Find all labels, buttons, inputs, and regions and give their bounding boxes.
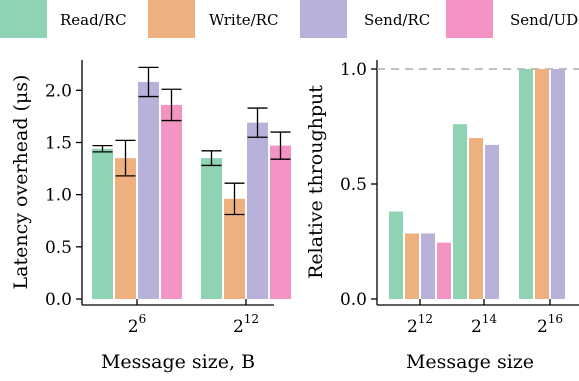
latency-bar-send-ud-0	[161, 104, 182, 299]
latency-x-ticks: 26 212	[128, 299, 259, 337]
latency-bar-send-ud-1	[270, 145, 291, 299]
throughput-bar-send-ud-0	[437, 242, 451, 299]
throughput-y-tick-label: 1.0	[340, 60, 367, 80]
legend-label-write-rc: Write/RC	[209, 11, 278, 29]
throughput-y-tick-label: 0.0	[340, 290, 367, 310]
legend-swatch-send-rc	[300, 0, 347, 38]
legend-swatch-send-ud	[446, 0, 493, 38]
throughput-y-tick-label: 0.5	[340, 175, 367, 195]
throughput-x-tick-label: 214	[471, 312, 497, 337]
latency-chart: 0.0 0.5 1.0 1.5 2.0 26 212 Message size, B La…	[10, 60, 291, 373]
latency-x-axis-label: Message size, B	[101, 351, 255, 373]
latency-bar-read-rc-1	[201, 158, 222, 299]
latency-y-tick-label: 1.0	[45, 186, 72, 206]
throughput-bar-write-rc-1	[469, 138, 483, 299]
throughput-chart: 0.0 0.5 1.0 212 214 216 Message size Relativ…	[305, 60, 579, 373]
latency-y-tick-label: 0.0	[45, 290, 72, 310]
latency-bars	[92, 66, 291, 300]
legend-label-send-ud: Send/UD	[510, 11, 578, 29]
latency-x-tick-label: 212	[233, 312, 259, 337]
throughput-x-tick-label: 216	[537, 312, 563, 337]
latency-bar-send-rc-1	[247, 122, 268, 299]
legend-swatch-write-rc	[148, 0, 195, 38]
latency-bar-write-rc-0	[115, 158, 136, 299]
legend-swatch-read-rc	[0, 0, 47, 38]
latency-x-tick-label: 26	[128, 312, 146, 337]
latency-y-ticks: 0.0 0.5 1.0 1.5 2.0	[45, 81, 82, 310]
throughput-bar-send-rc-1	[485, 144, 499, 299]
legend: Read/RC Write/RC Send/RC Send/UD	[0, 0, 578, 38]
latency-y-tick-label: 1.5	[45, 133, 72, 153]
throughput-bar-read-rc-0	[389, 211, 403, 299]
throughput-bar-read-rc-2	[519, 69, 533, 299]
latency-y-tick-label: 0.5	[45, 238, 72, 258]
throughput-bars	[389, 69, 565, 299]
throughput-x-axis-label: Message size	[406, 351, 534, 373]
latency-bar-send-rc-0	[138, 81, 159, 300]
latency-bar-write-rc-1	[224, 198, 245, 299]
latency-y-tick-label: 2.0	[45, 81, 72, 101]
throughput-y-axis-label: Relative throughput	[305, 85, 327, 279]
throughput-bar-write-rc-2	[535, 69, 549, 299]
throughput-y-ticks: 0.0 0.5 1.0	[340, 60, 377, 310]
latency-y-axis-label: Latency overhead (μs)	[10, 75, 32, 290]
throughput-x-tick-label: 212	[407, 312, 433, 337]
throughput-bar-read-rc-1	[453, 124, 467, 299]
latency-bar-read-rc-0	[92, 148, 113, 299]
legend-label-send-rc: Send/RC	[364, 11, 430, 29]
throughput-bar-send-rc-0	[421, 233, 435, 299]
throughput-x-ticks: 212 214 216	[407, 299, 563, 337]
throughput-bar-send-rc-2	[551, 69, 565, 299]
legend-label-read-rc: Read/RC	[60, 11, 127, 29]
throughput-bar-write-rc-0	[405, 233, 419, 299]
